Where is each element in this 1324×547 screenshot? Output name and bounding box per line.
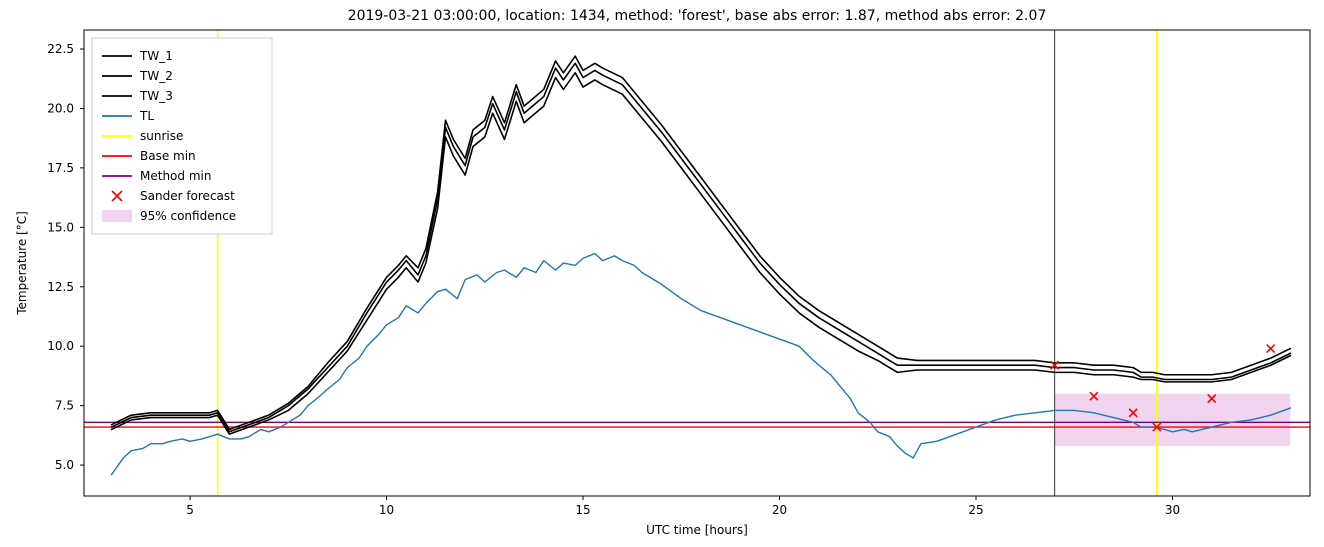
legend-entry: 95% confidence — [102, 209, 236, 223]
ytick-label: 7.5 — [55, 399, 74, 413]
xtick-label: 5 — [186, 503, 194, 517]
ytick-label: 22.5 — [47, 42, 74, 56]
xtick-label: 10 — [379, 503, 394, 517]
xtick-label: 25 — [968, 503, 983, 517]
xtick-label: 20 — [772, 503, 787, 517]
ytick-label: 20.0 — [47, 101, 74, 115]
legend-label: TW_2 — [139, 69, 173, 83]
legend-label: TW_1 — [139, 49, 173, 63]
legend-label: Method min — [140, 169, 211, 183]
xtick-label: 30 — [1165, 503, 1180, 517]
legend-label: Sander forecast — [140, 189, 235, 203]
legend-label: TL — [139, 109, 154, 123]
ytick-label: 17.5 — [47, 161, 74, 175]
x-axis-label: UTC time [hours] — [646, 523, 748, 537]
ytick-label: 15.0 — [47, 220, 74, 234]
chart-container: 5 10 15 20 25 30 5.0 7.5 10.0 12.5 15.0 17.5 20.0 22.… — [0, 0, 1324, 547]
chart-title: 2019-03-21 03:00:00, location: 1434, met… — [348, 8, 1047, 24]
legend-label: TW_3 — [139, 89, 173, 103]
legend-swatch-patch — [102, 210, 132, 222]
legend-label: Base min — [140, 149, 196, 163]
ytick-label: 5.0 — [55, 458, 74, 472]
confidence-band — [1055, 394, 1291, 446]
ytick-label: 12.5 — [47, 280, 74, 294]
y-axis-label: Temperature [°C] — [15, 211, 29, 316]
ytick-label: 10.0 — [47, 339, 74, 353]
xtick-label: 15 — [575, 503, 590, 517]
legend-label: sunrise — [140, 129, 183, 143]
chart-svg: 5 10 15 20 25 30 5.0 7.5 10.0 12.5 15.0 17.5 20.0 22.… — [0, 0, 1324, 547]
legend-label: 95% confidence — [140, 209, 236, 223]
